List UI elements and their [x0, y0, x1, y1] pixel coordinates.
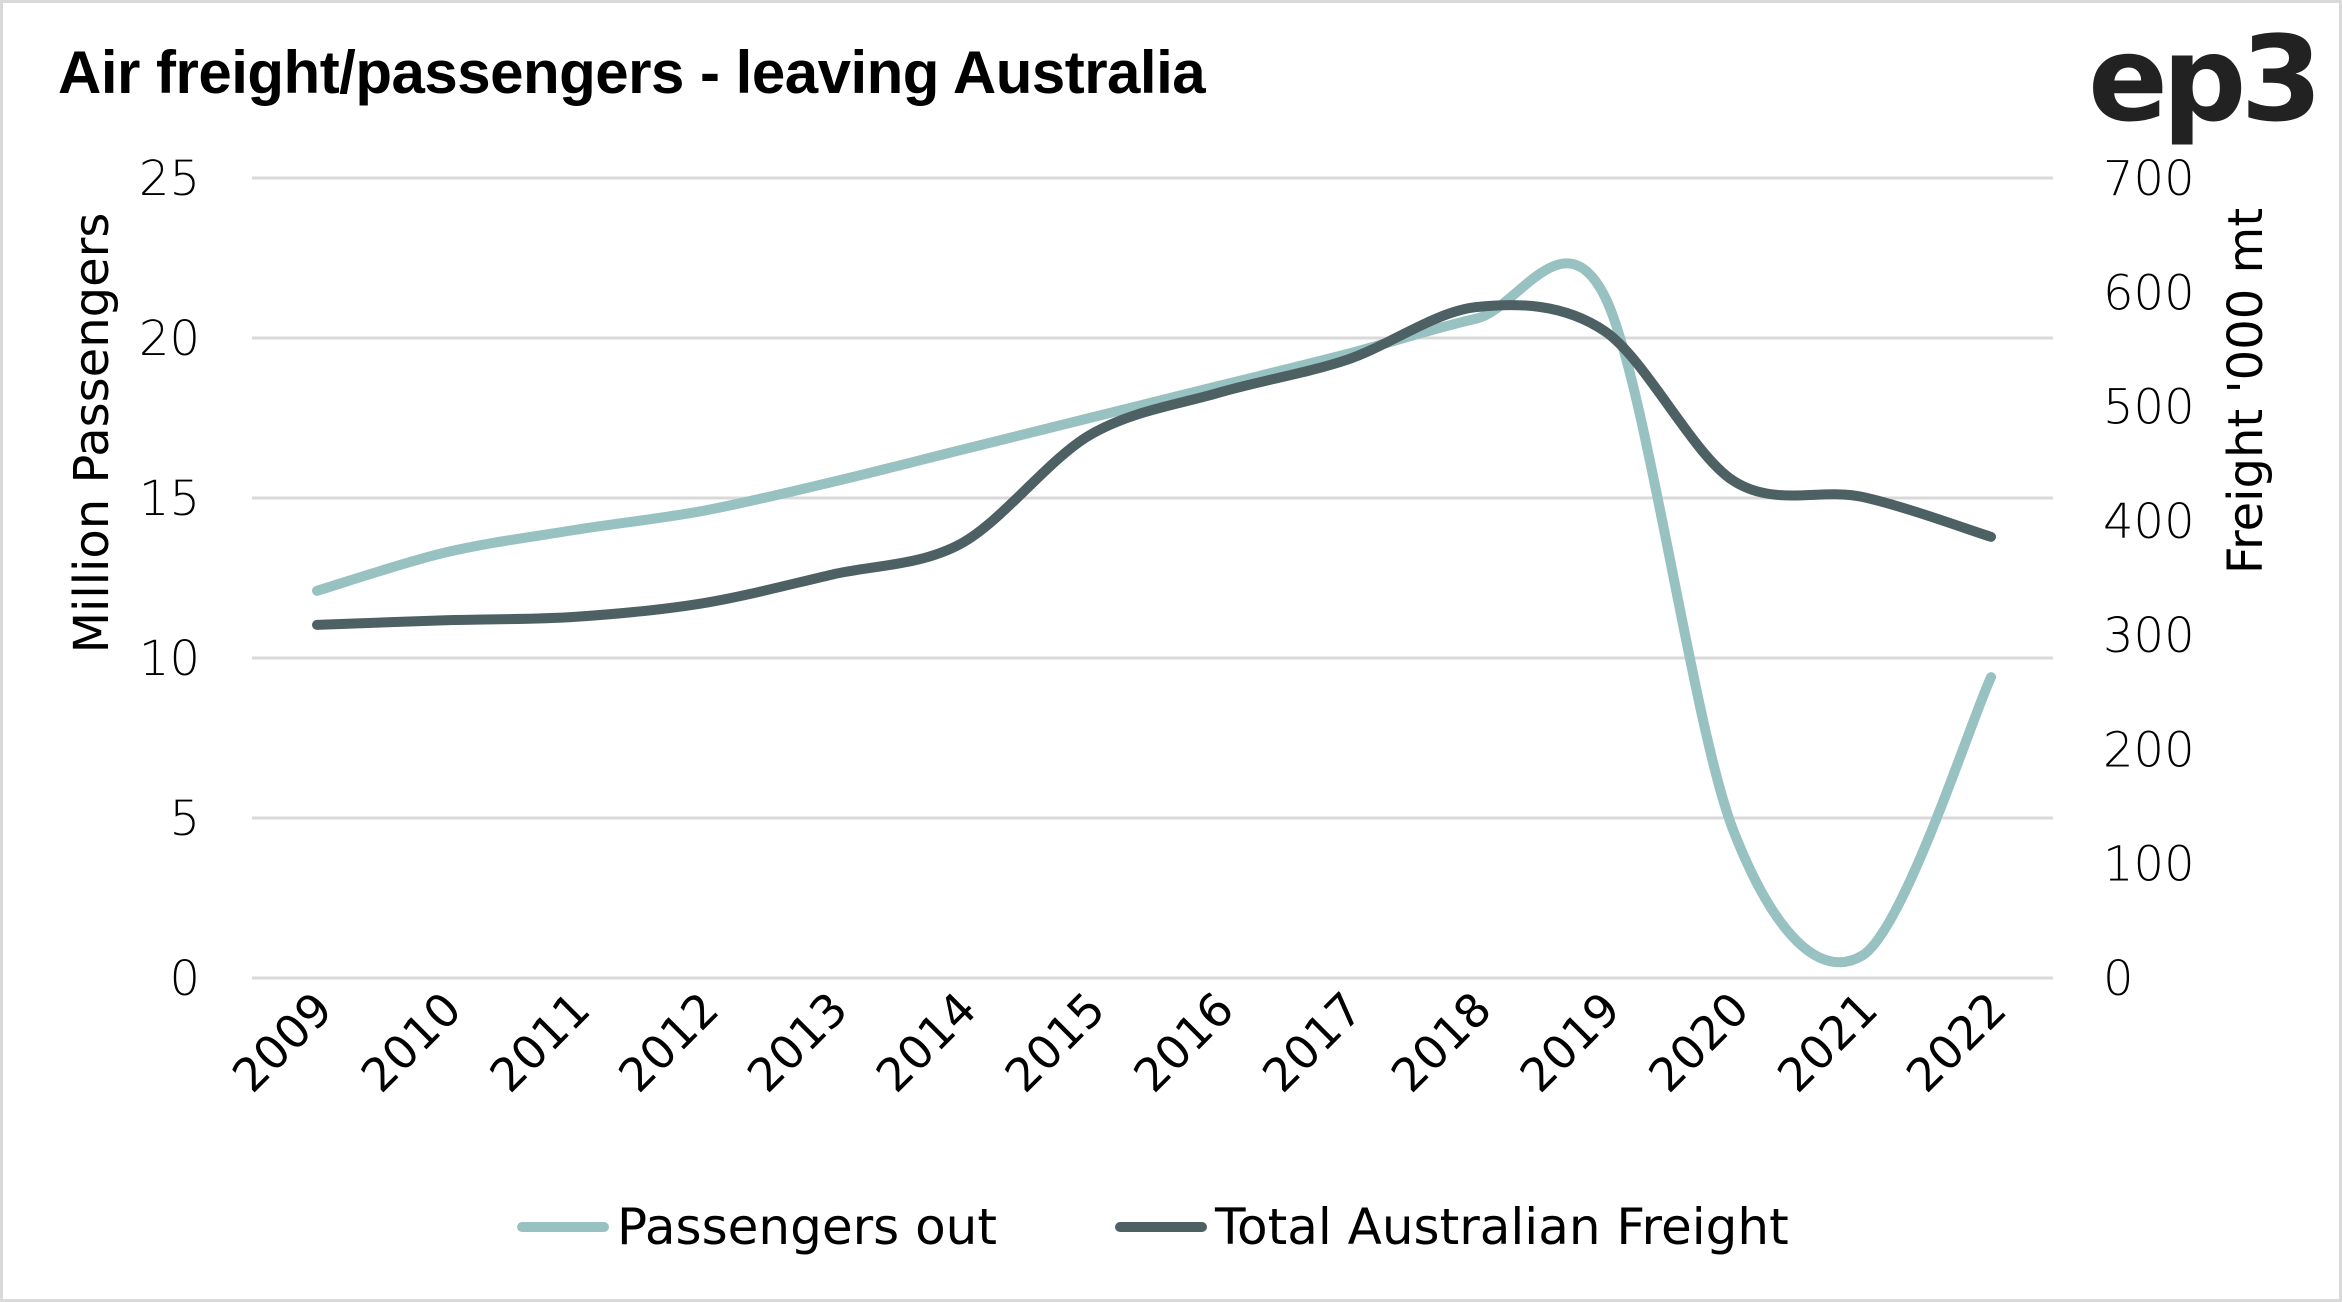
left-tick-label: 15: [139, 471, 200, 527]
x-tick-label: 2010: [351, 982, 472, 1103]
chart-title: Air freight/passengers - leaving Austral…: [58, 39, 1206, 106]
left-tick-label: 5: [169, 791, 200, 847]
x-tick-label: 2013: [737, 982, 858, 1103]
legend-item-freight: Total Australian Freight: [1115, 1196, 1789, 1258]
legend-item-passengers: Passengers out: [517, 1196, 997, 1258]
right-tick-label: 0: [2103, 951, 2134, 1007]
series-lines: [312, 258, 1996, 968]
right-tick-label: 600: [2103, 265, 2195, 321]
ep3-logo: ep3: [2088, 10, 2323, 148]
x-tick-label: 2016: [1123, 982, 1244, 1103]
left-tick-label: 0: [169, 951, 200, 1007]
series-line-total-australian-freight: [312, 300, 1996, 630]
gridlines: [252, 176, 2053, 980]
left-tick-label: 10: [139, 631, 200, 687]
left-axis-ticks: 0 5 10 15 20 25: [139, 151, 200, 1007]
x-tick-label: 2009: [222, 982, 343, 1103]
legend-swatch-passengers: [517, 1222, 609, 1232]
right-tick-label: 700: [2103, 151, 2195, 207]
right-axis-ticks: 0 100 200 300 400 500 600 700: [2103, 151, 2195, 1007]
legend-swatch-freight: [1115, 1222, 1207, 1232]
legend-label-freight: Total Australian Freight: [1215, 1198, 1789, 1256]
x-tick-label: 2020: [1638, 982, 1759, 1103]
right-tick-label: 400: [2103, 494, 2195, 550]
legend-label-passengers: Passengers out: [617, 1198, 997, 1256]
x-tick-label: 2015: [994, 982, 1115, 1103]
right-tick-label: 300: [2103, 608, 2195, 664]
right-tick-label: 100: [2103, 837, 2195, 893]
x-tick-label: 2014: [866, 982, 987, 1103]
series-line-passengers-out: [312, 258, 1996, 968]
right-tick-label: 200: [2103, 722, 2195, 778]
x-tick-label: 2021: [1767, 982, 1888, 1103]
right-axis-title: Freight '000 mt: [2218, 208, 2274, 574]
left-tick-label: 25: [139, 151, 200, 207]
left-axis-title: Million Passengers: [64, 213, 120, 654]
x-tick-label: 2018: [1381, 982, 1502, 1103]
right-tick-label: 500: [2103, 380, 2195, 436]
x-tick-label: 2011: [479, 982, 600, 1103]
x-tick-label: 2017: [1252, 982, 1373, 1103]
x-tick-label: 2022: [1896, 982, 2017, 1103]
left-tick-label: 20: [139, 311, 200, 367]
x-tick-label: 2019: [1509, 982, 1630, 1103]
legend: Passengers out Total Australian Freight: [0, 1196, 2342, 1258]
x-axis-ticks: 2009 2010 2011 2012 2013 2014 2015 2016 2017 2018…: [222, 982, 2017, 1103]
x-tick-label: 2012: [608, 982, 729, 1103]
